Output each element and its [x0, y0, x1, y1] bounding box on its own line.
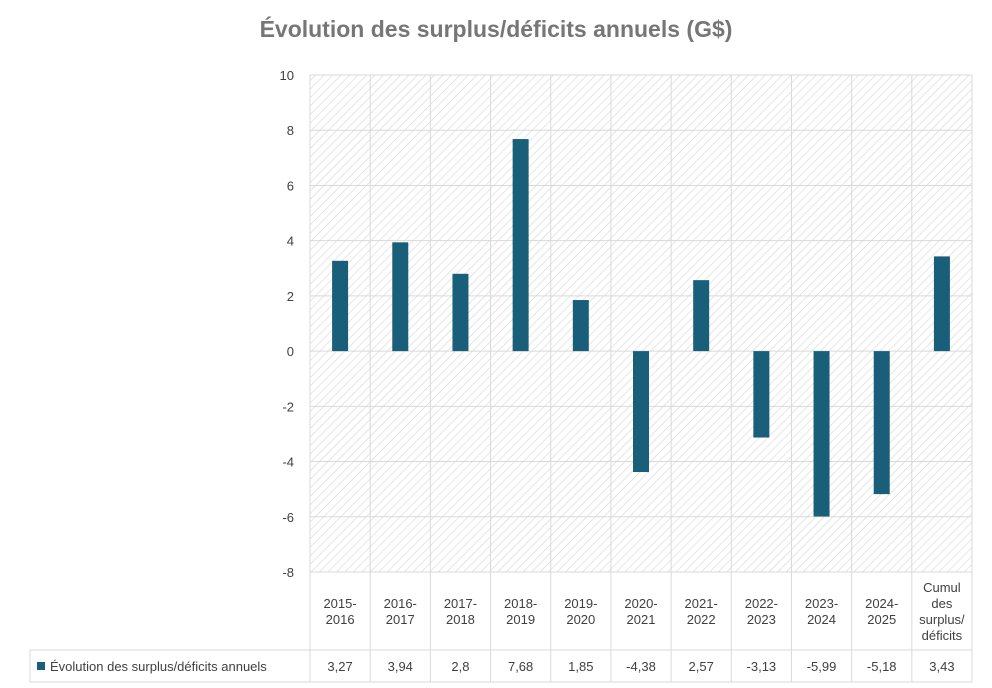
- category-label: 2020-2021: [624, 596, 657, 627]
- bar: [572, 300, 589, 352]
- legend-label: Évolution des surplus/déficits annuels: [50, 659, 267, 674]
- gridlines: [309, 74, 973, 682]
- data-value: 7,68: [508, 659, 533, 674]
- category-label-line: 2024-: [865, 596, 898, 611]
- category-label: 2024-2025: [865, 596, 898, 627]
- y-tick-label: -6: [282, 510, 294, 525]
- category-label: 2019-2020: [564, 596, 597, 627]
- bar: [452, 273, 469, 352]
- bar: [753, 351, 770, 438]
- category-label-line: 2016-: [384, 596, 417, 611]
- y-tick-label: 0: [287, 344, 294, 359]
- y-tick-label: 2: [287, 289, 294, 304]
- legend-key: [37, 662, 45, 670]
- category-label: 2018-2019: [504, 596, 537, 627]
- data-table-values: 3,27 3,94 2,8 7,68 1,85 -4,38 2,57 -3,13 -5,99 -5…: [327, 659, 954, 674]
- category-label-line: 2018: [446, 612, 475, 627]
- category-labels: 2015-20162016-20172017-20182018-20192019…: [323, 580, 965, 643]
- category-label-line: 2022: [687, 612, 716, 627]
- category-label-line: 2019-: [564, 596, 597, 611]
- category-label: 2015-2016: [323, 596, 356, 627]
- category-label-line: des: [931, 596, 952, 611]
- data-table: [29, 649, 972, 683]
- bar: [873, 351, 890, 495]
- bar: [813, 351, 830, 517]
- y-tick-label: 4: [287, 234, 294, 249]
- category-label-line: 2023: [747, 612, 776, 627]
- legend: Évolution des surplus/déficits annuels: [37, 659, 267, 674]
- category-label: Cumul des surplus/déficits: [919, 580, 965, 643]
- category-label-line: 2019: [506, 612, 535, 627]
- category-label: 2017-2018: [444, 596, 477, 627]
- category-label-line: Cumul: [923, 580, 961, 595]
- category-label: 2016-2017: [384, 596, 417, 627]
- chart-title: Évolution des surplus/déficits annuels (…: [259, 16, 733, 42]
- category-label-line: 2018-: [504, 596, 537, 611]
- bar: [693, 280, 710, 352]
- category-label: 2022-2023: [745, 596, 778, 627]
- y-tick-label: 10: [280, 68, 294, 83]
- category-label-line: 2017: [386, 612, 415, 627]
- category-label-line: 2024: [807, 612, 836, 627]
- category-label: 2023-2024: [805, 596, 838, 627]
- data-value: -3,13: [747, 659, 777, 674]
- data-value: 1,85: [568, 659, 593, 674]
- data-value: -4,38: [626, 659, 656, 674]
- category-label-line: 2015-: [323, 596, 356, 611]
- data-value: 3,27: [327, 659, 352, 674]
- category-label-line: 2021-: [685, 596, 718, 611]
- y-tick-label: -2: [282, 399, 294, 414]
- category-label: 2021-2022: [685, 596, 718, 627]
- data-value: -5,99: [807, 659, 837, 674]
- category-label-line: 2021: [627, 612, 656, 627]
- y-tick-label: 6: [287, 178, 294, 193]
- data-value: 3,94: [388, 659, 413, 674]
- category-label-line: 2020: [566, 612, 595, 627]
- category-label-line: déficits: [922, 628, 963, 643]
- data-value: 2,57: [689, 659, 714, 674]
- y-tick-label: -8: [282, 565, 294, 580]
- y-tick-label: -4: [282, 455, 294, 470]
- data-value: -5,18: [867, 659, 897, 674]
- y-axis: 10 8 6 4 2 0 -2 -4 -6 -8: [280, 68, 294, 580]
- category-label-line: 2020-: [624, 596, 657, 611]
- bar: [392, 242, 409, 352]
- category-label-line: 2025: [867, 612, 896, 627]
- category-label-line: 2022-: [745, 596, 778, 611]
- bar: [332, 260, 349, 352]
- category-label-line: 2017-: [444, 596, 477, 611]
- category-label-line: 2023-: [805, 596, 838, 611]
- bar-series: [332, 139, 950, 517]
- y-tick-label: 8: [287, 123, 294, 138]
- bar: [512, 139, 529, 352]
- data-value: 2,8: [451, 659, 469, 674]
- category-label-line: surplus/: [919, 612, 965, 627]
- category-label-line: 2016: [326, 612, 355, 627]
- plot-area-background: [310, 75, 972, 572]
- bar: [933, 256, 950, 352]
- bar: [633, 351, 649, 473]
- data-value: 3,43: [929, 659, 954, 674]
